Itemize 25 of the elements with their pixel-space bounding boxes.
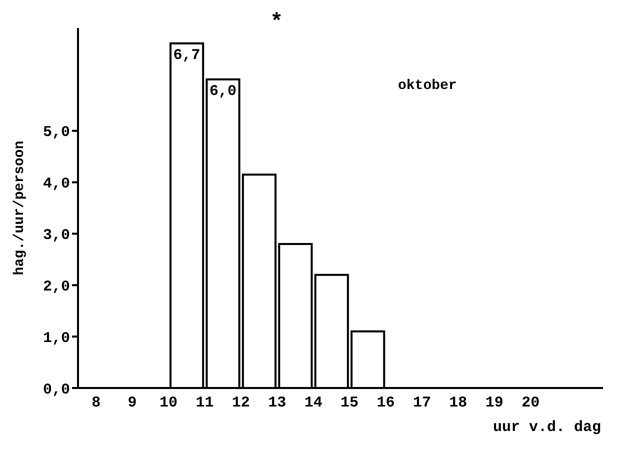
y-tick-label: 2,0 [42, 278, 70, 296]
x-tick-label: 13 [268, 394, 286, 412]
x-tick-label: 11 [196, 394, 214, 412]
x-tick-label: 20 [522, 394, 540, 412]
y-tick-label: 4,0 [42, 176, 70, 193]
x-tick-label: 19 [485, 394, 504, 412]
y-tick-label: 3,0 [42, 227, 70, 244]
annotation: oktober [398, 78, 457, 94]
y-tick-label: 0,0 [42, 381, 70, 398]
annotation: * [270, 10, 284, 35]
x-tick-label: 10 [160, 394, 178, 412]
x-tick-label: 9 [128, 394, 137, 412]
x-tick-label: 16 [376, 394, 395, 412]
x-tick-label: 14 [304, 394, 322, 412]
data-label: 6,7 [173, 47, 200, 64]
y-axis-title: hag./uur/persoon [12, 140, 28, 276]
x-tick-label: 12 [232, 394, 250, 412]
x-tick-label: 8 [92, 394, 101, 412]
y-tick-label: 5,0 [42, 124, 70, 142]
data-label: 6,0 [210, 83, 237, 100]
x-tick-label: 15 [340, 394, 359, 412]
y-tick-label: 1,0 [42, 330, 70, 347]
x-axis-title: uur v.d. dag [492, 419, 601, 436]
x-tick-label: 17 [412, 394, 431, 412]
x-tick-label: 18 [449, 394, 468, 412]
